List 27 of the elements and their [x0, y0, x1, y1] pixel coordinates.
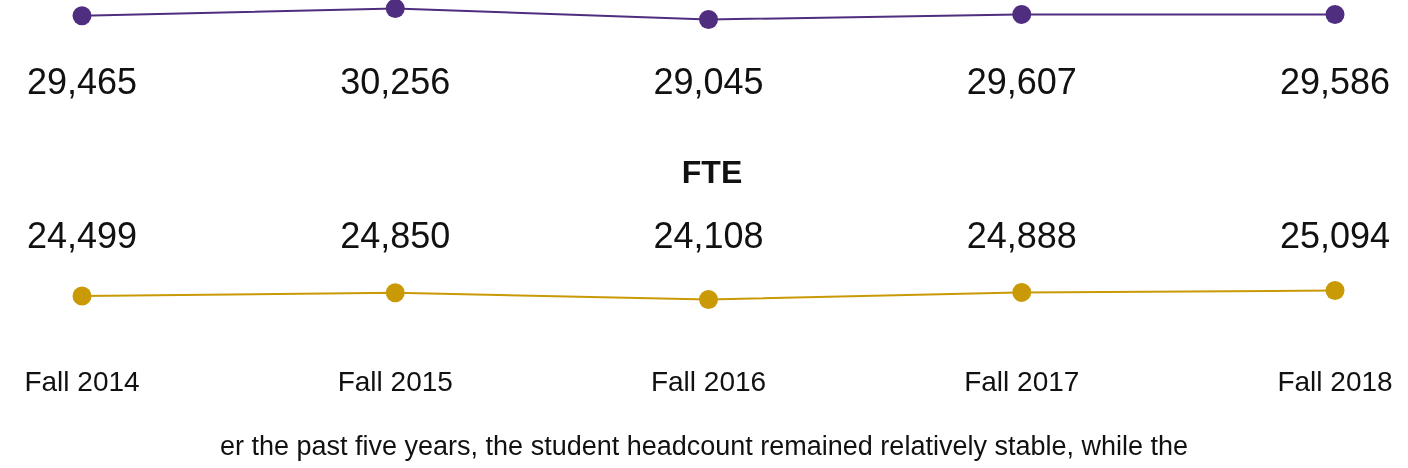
point — [72, 286, 92, 306]
x-tick-label: Fall 2014 — [24, 366, 140, 397]
data-label: 24,850 — [340, 215, 451, 256]
x-tick-label: Fall 2017 — [964, 366, 1080, 397]
x-tick-label: Fall 2015 — [337, 366, 453, 397]
point — [385, 283, 405, 303]
x-tick-label: Fall 2016 — [650, 366, 767, 397]
data-label: 29,586 — [1279, 61, 1391, 102]
data-label: 24,888 — [966, 215, 1077, 256]
point — [385, 0, 405, 18]
point — [699, 10, 718, 29]
data-label: 25,094 — [1279, 215, 1391, 256]
x-tick-label: Fall 2018 — [1277, 366, 1393, 397]
data-label: 29,607 — [966, 61, 1077, 102]
chart-title: FTE — [681, 154, 743, 190]
data-label: 24,499 — [26, 215, 138, 256]
point — [699, 289, 718, 309]
data-label: 29,045 — [653, 61, 764, 102]
text: er the past five years, the student headcount remained relatively stable, while the — [219, 431, 1189, 461]
point — [1012, 4, 1032, 24]
point — [1325, 5, 1345, 25]
point — [1325, 281, 1345, 301]
point — [1012, 282, 1032, 302]
point — [72, 6, 92, 26]
data-label: 29,465 — [26, 61, 138, 102]
data-label: 24,108 — [653, 215, 764, 256]
data-label: 30,256 — [340, 61, 451, 102]
